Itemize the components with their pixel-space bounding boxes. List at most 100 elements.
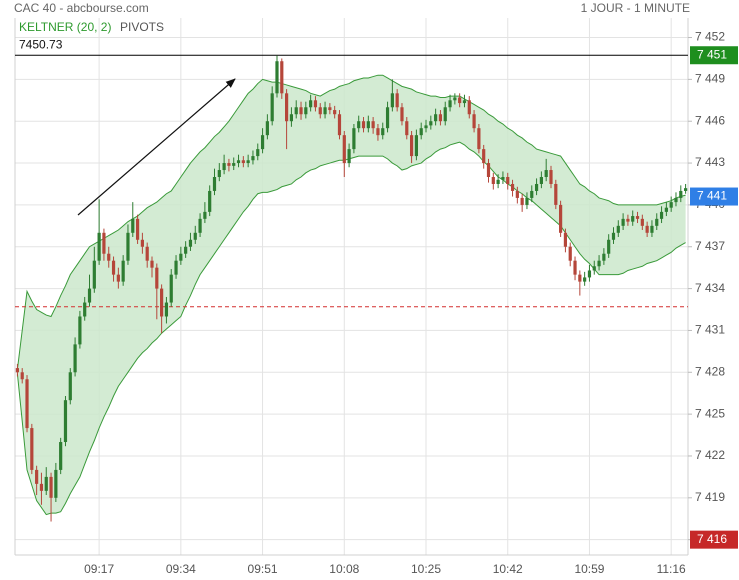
candle-body (73, 344, 77, 373)
candle-body (352, 128, 356, 150)
candle-body (54, 469, 58, 498)
candle-body (212, 177, 217, 191)
candle-body (602, 253, 606, 261)
candle-body (285, 93, 289, 122)
x-tick-label: 10:08 (329, 562, 359, 576)
candle-body (15, 368, 20, 373)
candle-body (280, 61, 284, 94)
candle-body (631, 216, 635, 222)
candle-body (448, 100, 452, 108)
candle-body (501, 177, 505, 180)
candle-body (679, 190, 683, 198)
candle-body (385, 107, 390, 129)
x-tick-label: 10:25 (411, 562, 441, 576)
candle-body (227, 163, 231, 166)
price-badge (690, 530, 738, 549)
candle-body (438, 114, 443, 122)
candle-body (477, 128, 481, 150)
candle-body (337, 114, 342, 136)
candle-body (97, 232, 101, 261)
candle-body (453, 97, 457, 101)
candle-body (472, 114, 476, 129)
candle-body (626, 218, 630, 222)
y-tick-label: 7 434 (695, 281, 725, 295)
candle-body (83, 302, 87, 317)
candle-body (25, 379, 29, 429)
candle-body (664, 207, 668, 212)
candle-body (674, 197, 678, 203)
candle-body (78, 316, 82, 345)
trend-arrow (77, 78, 236, 216)
candle-body (568, 246, 572, 261)
candle-body (655, 218, 659, 226)
candle-body (611, 232, 616, 240)
candle-body (506, 177, 510, 184)
candle-body (390, 93, 394, 108)
candle-body (289, 114, 294, 122)
candle-body (525, 197, 529, 205)
candle-body (265, 121, 269, 136)
plot-area: 7450.73 (15, 37, 688, 522)
candle-body (530, 190, 534, 198)
candle-body (318, 107, 322, 115)
candle-body (496, 179, 500, 184)
band-lower (16, 141, 686, 516)
candle-body (592, 266, 596, 271)
indicator-label: KELTNER (20, 2) (19, 20, 111, 34)
candle-body (381, 128, 385, 136)
price-badge (690, 46, 738, 65)
candle-body (409, 135, 414, 157)
x-tick-label: 11:16 (657, 562, 686, 576)
candle-body (486, 163, 491, 178)
x-tick-label: 10:42 (493, 562, 523, 576)
candle-body (395, 93, 399, 108)
candle-body (376, 128, 380, 136)
candle-body (275, 61, 279, 94)
y-tick-label: 7 428 (695, 364, 725, 378)
candle-body (59, 442, 63, 470)
candle-body (184, 246, 188, 254)
candle-body (583, 277, 587, 282)
candle-body (554, 183, 558, 205)
candle-body (597, 260, 601, 267)
candle-body (424, 125, 428, 129)
candle-body (251, 156, 255, 161)
band-fill (17, 75, 686, 515)
y-tick-label: 7 425 (695, 406, 725, 420)
candle-body (333, 110, 337, 115)
candle-body (607, 239, 611, 254)
candle-body (347, 149, 351, 164)
candle-body (361, 121, 366, 129)
candle-body (357, 121, 361, 129)
candle-body (458, 97, 462, 104)
candle-body (116, 274, 120, 282)
candle-body (578, 274, 582, 282)
price-badge-label: 7 441 (697, 189, 727, 203)
candle-body (669, 202, 673, 208)
candle-body (462, 100, 467, 104)
candle-body (429, 121, 433, 126)
candle-body (241, 160, 245, 164)
candle-body (131, 218, 135, 233)
axis: 7 416 7 419 7 422 7 425 7 428 7 431 7 434 7 437… (84, 30, 738, 576)
candle-body (539, 177, 543, 184)
x-tick-label: 09:34 (166, 562, 196, 576)
candle-body (342, 135, 346, 164)
candle-body (92, 260, 96, 289)
candle-body (150, 260, 154, 268)
candle-body (520, 197, 524, 205)
chart-title: CAC 40 - abcbourse.com (14, 1, 149, 15)
candle-body (510, 183, 515, 191)
candle-body (587, 270, 592, 278)
price-badge-label: 7 451 (697, 47, 727, 61)
candle-body (419, 128, 423, 136)
x-tick-label: 09:51 (248, 562, 278, 576)
candle-body (203, 211, 207, 219)
candle-body (260, 135, 265, 150)
candle-body (35, 469, 39, 484)
candle-body (659, 211, 664, 219)
candle-body (30, 428, 34, 470)
y-tick-label: 7 422 (695, 448, 725, 462)
candle-body (87, 288, 92, 303)
